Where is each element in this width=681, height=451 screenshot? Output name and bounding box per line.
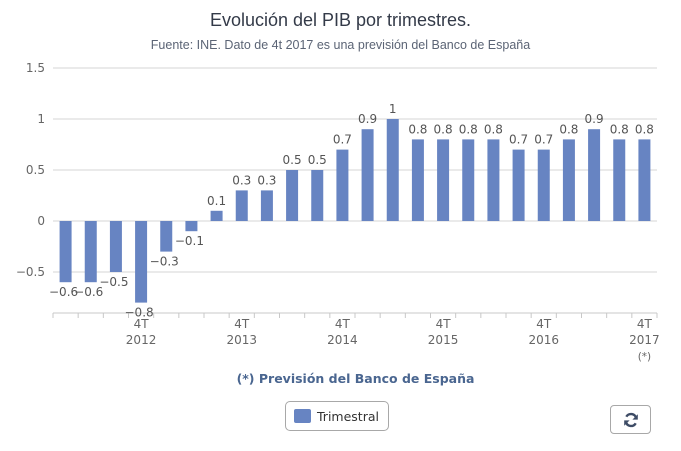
bar[interactable] [361,129,374,221]
y-tick-label: 0.5 [26,163,45,177]
x-tick-label: 4T [234,317,250,331]
data-label: 0.8 [434,122,453,136]
bar-chart: 1.5 1 0.5 0 −0.5 4T 2012 4T 2013 4T 2014 4T 2015 4T 2… [16,61,660,363]
bar[interactable] [613,139,626,221]
x-tick-label: 2017 [629,333,660,347]
bar[interactable] [512,149,525,221]
data-label: 0.8 [484,122,503,136]
data-label: 0.3 [257,173,276,187]
data-label: 1 [389,102,397,116]
x-tick-label: 4T [335,317,351,331]
grid-lines [53,67,657,273]
y-tick-label: 1 [37,112,45,126]
data-label: 0.5 [283,153,302,167]
x-tick-label: 2013 [226,333,257,347]
bar[interactable] [437,139,450,221]
bar[interactable] [135,221,148,303]
x-axis: 4T 2012 4T 2013 4T 2014 4T 2015 4T 2016 4T 2017 (*) [52,312,660,363]
bar[interactable] [286,170,299,221]
x-tick-label: 2016 [528,333,559,347]
bar[interactable] [160,221,173,252]
legend-swatch [294,409,311,423]
reset-zoom-button[interactable] [610,405,651,434]
data-label: 0.3 [232,173,251,187]
bar[interactable] [462,139,475,221]
data-label: −0.6 [49,285,78,299]
legend-item-trimestral[interactable]: Trimestral [285,401,389,431]
data-label: −0.3 [150,255,179,269]
x-tick-label: 2015 [428,333,459,347]
x-tick-label: 4T [536,317,552,331]
bar[interactable] [487,139,500,221]
data-label: 0.8 [559,122,578,136]
x-tick-label: 4T [436,317,452,331]
chart-subtitle: Fuente: INE. Dato de 4t 2017 es una prev… [150,38,531,52]
x-tick-label: 2012 [126,333,157,347]
data-label: −0.6 [74,285,103,299]
data-label: 0.7 [333,133,352,147]
data-label: −0.1 [175,234,204,248]
forecast-footnote: (*) Previsión del Banco de España [236,371,475,386]
data-labels: −0.6−0.6−0.5−0.8−0.3−0.10.10.3 0.30.5 0.50… [49,102,654,320]
x-tick-label: 2014 [327,333,358,347]
x-tick-label: 4T [134,317,150,331]
data-label: 0.7 [534,133,553,147]
x-tick-label: 4T [637,317,653,331]
data-label: −0.8 [125,306,154,320]
bars [59,119,651,303]
bar[interactable] [235,190,248,221]
bar[interactable] [336,149,349,221]
bar[interactable] [411,139,424,221]
bar[interactable] [386,119,399,221]
data-label: 0.7 [509,133,528,147]
y-tick-label: 0 [37,214,45,228]
y-tick-label: −0.5 [16,265,45,279]
legend-label: Trimestral [317,408,379,424]
chart-title: Evolución del PIB por trimestres. [209,10,472,30]
bar[interactable] [260,190,273,221]
data-label: 0.8 [635,122,654,136]
bar[interactable] [311,170,324,221]
data-label: 0.1 [207,194,226,208]
data-label: 0.9 [358,112,377,126]
data-label: −0.5 [99,275,128,289]
data-label: 0.8 [408,122,427,136]
bar[interactable] [638,139,651,221]
data-label: 0.9 [585,112,604,126]
data-label: 0.8 [610,122,629,136]
bar[interactable] [109,221,122,272]
bar[interactable] [210,210,223,221]
bar[interactable] [588,129,601,221]
bar[interactable] [59,221,72,283]
bar[interactable] [84,221,97,283]
y-axis-labels: 1.5 1 0.5 0 −0.5 [16,61,45,279]
bar[interactable] [537,149,550,221]
bar[interactable] [185,221,198,232]
data-label: 0.8 [459,122,478,136]
refresh-icon [623,412,638,427]
x-tick-label: (*) [638,351,651,363]
y-tick-label: 1.5 [26,61,45,75]
data-label: 0.5 [308,153,327,167]
bar[interactable] [562,139,575,221]
